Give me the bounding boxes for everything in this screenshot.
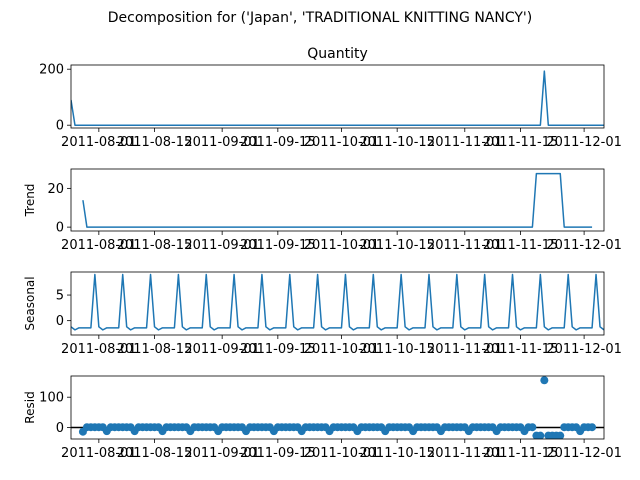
resid-point	[556, 431, 565, 439]
x-tick-label: 2011-11-01	[427, 342, 503, 357]
y-axis-label: Seasonal	[23, 276, 37, 330]
series-line	[71, 273, 604, 331]
x-tick-label: 2011-08-01	[61, 446, 137, 461]
y-tick-label: 0	[56, 119, 64, 134]
y-tick-label: 200	[39, 63, 64, 78]
axes-frame	[70, 375, 605, 440]
figure-title: Decomposition for ('Japan', 'TRADITIONAL…	[108, 10, 533, 26]
x-tick-label: 2011-08-01	[61, 135, 137, 150]
plot-area	[71, 273, 604, 331]
resid-point	[536, 431, 545, 439]
y-axis-label: Resid	[23, 391, 37, 423]
resid-point	[588, 423, 597, 432]
x-tick-label: 2011-11-15	[483, 342, 559, 357]
y-tick-label: 0	[56, 221, 64, 236]
panel-title: Quantity	[307, 46, 368, 62]
x-tick-label: 2011-08-15	[117, 238, 193, 253]
series-line	[82, 172, 593, 228]
resid-point	[528, 423, 537, 432]
x-tick-label: 2011-09-01	[184, 342, 260, 357]
x-tick-label: 2011-08-01	[61, 342, 137, 357]
x-tick-label: 2011-10-15	[359, 238, 435, 253]
x-tick-label: 2011-09-15	[240, 135, 316, 150]
x-tick-label: 2011-10-15	[359, 342, 435, 357]
x-tick-label: 2011-11-01	[427, 238, 503, 253]
axes-frame	[70, 271, 605, 336]
x-tick-label: 2011-08-01	[61, 238, 137, 253]
plot-area	[71, 376, 604, 439]
plot-area	[82, 172, 593, 228]
x-tick-label: 2011-10-01	[304, 238, 380, 253]
panel-3: Seasonal 0 5 2011-08-012011-08-152011-09-01…	[23, 271, 622, 357]
x-tick-label: 2011-09-15	[240, 342, 316, 357]
x-tick-label: 2011-12-01	[546, 135, 622, 150]
x-tick-label: 2011-09-01	[184, 135, 260, 150]
x-tick-label: 2011-09-15	[240, 446, 316, 461]
axes-frame	[70, 64, 605, 129]
y-tick-label: 0	[56, 314, 64, 329]
x-tick-label: 2011-11-01	[427, 135, 503, 150]
x-tick-label: 2011-10-01	[304, 135, 380, 150]
x-tick-label: 2011-12-01	[546, 342, 622, 357]
y-tick-label: 20	[47, 182, 64, 197]
x-tick-label: 2011-12-01	[546, 238, 622, 253]
x-tick-label: 2011-09-15	[240, 238, 316, 253]
x-tick-label: 2011-11-15	[483, 446, 559, 461]
x-tick-label: 2011-08-15	[117, 446, 193, 461]
x-tick-label: 2011-10-01	[304, 342, 380, 357]
resid-point	[540, 376, 549, 385]
x-tick-label: 2011-11-15	[483, 135, 559, 150]
y-axis-label: Trend	[23, 184, 37, 218]
y-tick-label: 5	[56, 289, 64, 304]
x-tick-label: 2011-10-15	[359, 135, 435, 150]
x-tick-label: 2011-10-01	[304, 446, 380, 461]
plot-area	[71, 70, 604, 126]
axes-frame	[70, 168, 605, 232]
y-tick-label: 100	[39, 391, 64, 406]
x-tick-label: 2011-12-01	[546, 446, 622, 461]
panels: Quantity02002011-08-012011-08-152011-09-…	[23, 46, 622, 461]
panel-1: Quantity02002011-08-012011-08-152011-09-…	[39, 46, 622, 150]
x-tick-label: 2011-09-01	[184, 446, 260, 461]
x-tick-label: 2011-09-01	[184, 238, 260, 253]
y-tick-label: 0	[56, 421, 64, 436]
x-tick-label: 2011-11-01	[427, 446, 503, 461]
x-tick-label: 2011-11-15	[483, 238, 559, 253]
x-tick-label: 2011-08-15	[117, 342, 193, 357]
series-line	[71, 70, 604, 126]
x-tick-label: 2011-10-15	[359, 446, 435, 461]
panel-2: Trend0202011-08-012011-08-152011-09-0120…	[23, 168, 622, 253]
panel-4: Resid01002011-08-012011-08-152011-09-012…	[23, 375, 622, 461]
x-tick-label: 2011-08-15	[117, 135, 193, 150]
